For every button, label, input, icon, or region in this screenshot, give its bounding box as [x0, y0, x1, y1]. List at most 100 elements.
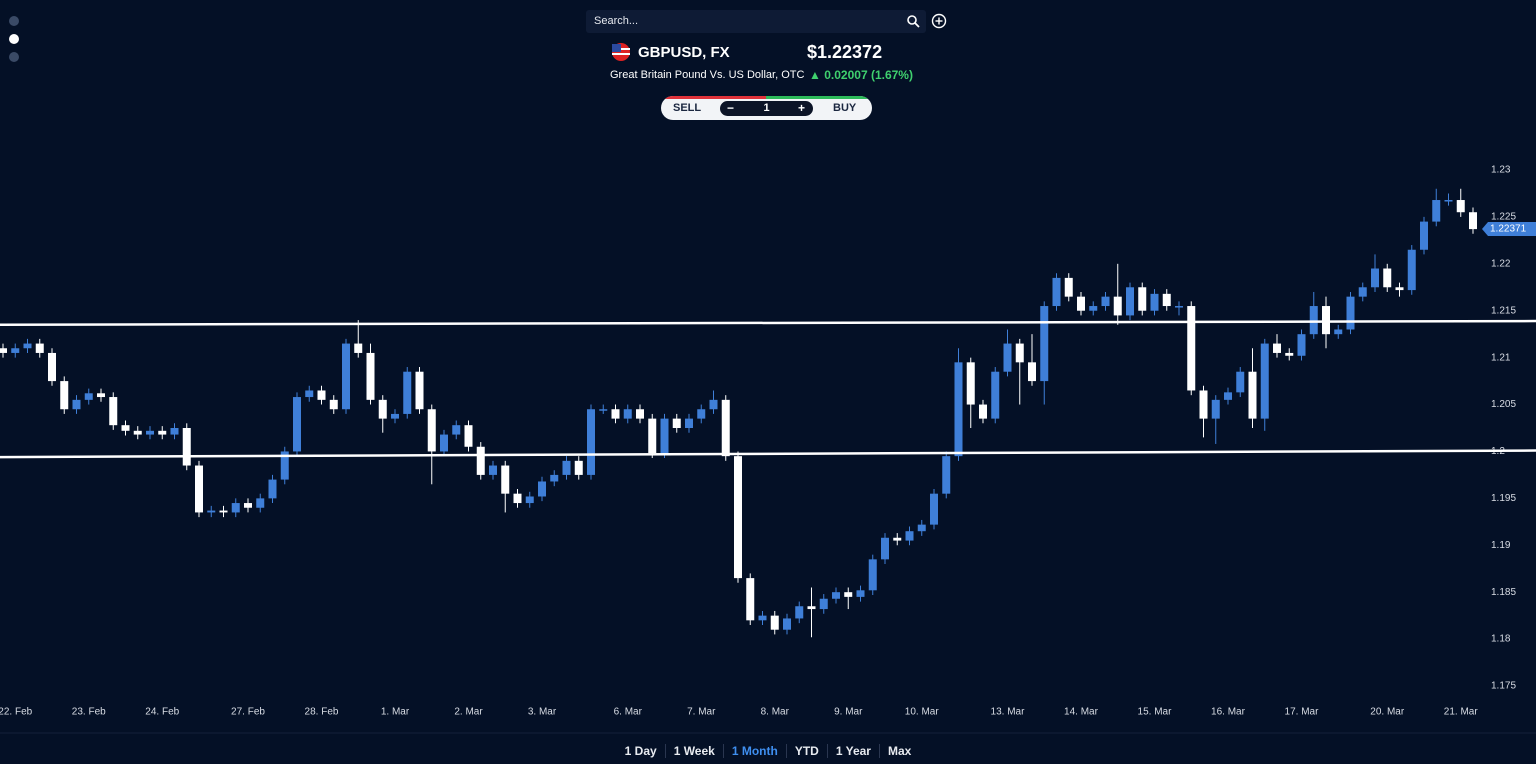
change: ▲ 0.02007 (1.67%) — [809, 68, 913, 82]
candle-body — [734, 456, 742, 579]
candle-body — [1150, 293, 1159, 311]
plot: 1.231.2251.221.2151.211.2051.21.1951.191… — [0, 165, 1536, 718]
candle-body — [868, 559, 877, 591]
candle-body — [1371, 268, 1379, 288]
candle-body — [146, 430, 154, 435]
instrument-name: Great Britain Pound Vs. US Dollar, OTC — [610, 69, 805, 81]
candle-body — [525, 496, 534, 504]
candle-body — [440, 434, 448, 452]
y-tick-label: 1.22 — [1491, 258, 1511, 269]
candle-body — [329, 399, 338, 410]
search-icon[interactable] — [907, 15, 917, 25]
candle-body — [1015, 343, 1024, 363]
search-icons — [907, 13, 947, 29]
range-button[interactable]: 1 Month — [722, 744, 786, 758]
candle-body — [807, 606, 816, 610]
x-tick-label: 13. Mar — [991, 707, 1026, 718]
candle-body — [1285, 352, 1294, 356]
candle-body — [905, 531, 914, 541]
decrease-button[interactable]: − — [727, 101, 735, 115]
price-tag — [1482, 222, 1536, 237]
range-button[interactable]: 1 Week — [664, 744, 723, 758]
x-tick-label: 7. Mar — [687, 707, 716, 718]
candle-body — [452, 425, 461, 435]
y-tick-label: 1.18 — [1491, 634, 1511, 645]
candle-body — [550, 474, 559, 482]
candle-body — [1040, 306, 1049, 382]
candle-body — [758, 615, 767, 621]
x-tick-label: 15. Mar — [1138, 707, 1173, 718]
candle-body — [158, 430, 167, 435]
x-tick-label: 24. Feb — [145, 707, 179, 718]
candle-body — [893, 537, 902, 541]
x-tick-label: 6. Mar — [614, 707, 643, 718]
candle-body — [97, 393, 105, 398]
x-tick-label: 22. Feb — [0, 707, 33, 718]
add-icon[interactable] — [931, 13, 947, 29]
range-button[interactable]: YTD — [785, 744, 827, 758]
y-tick-label: 1.225 — [1491, 212, 1516, 223]
x-tick-label: 23. Feb — [72, 707, 106, 718]
up-arrow: ▲ — [809, 68, 821, 82]
y-tick-label: 1.195 — [1491, 493, 1516, 504]
tool-icon[interactable] — [9, 16, 19, 26]
candle-body — [1395, 287, 1404, 291]
tool-icon[interactable] — [9, 34, 19, 44]
x-tick-label: 27. Feb — [231, 707, 265, 718]
x-tick-label: 10. Mar — [905, 707, 940, 718]
candle-body — [1052, 277, 1061, 307]
x-tick-label: 3. Mar — [528, 707, 557, 718]
candle-body — [1260, 343, 1269, 419]
candle-body — [1175, 306, 1183, 308]
candle-body — [1028, 362, 1036, 382]
candle-body — [489, 465, 497, 475]
candle-body — [317, 390, 326, 400]
candle-body — [48, 352, 56, 382]
candle-body — [391, 413, 399, 419]
quantity[interactable]: 1 — [763, 102, 770, 114]
x-tick-label: 1. Mar — [381, 707, 410, 718]
candle-body — [60, 381, 69, 410]
y-tick-label: 1.215 — [1491, 305, 1516, 316]
candle-body — [305, 390, 314, 398]
increase-button[interactable]: + — [798, 101, 806, 115]
horizontal-line — [0, 319, 1536, 327]
candle-body — [819, 598, 828, 610]
candle-body — [513, 493, 522, 504]
search-box[interactable]: Search... — [586, 10, 926, 33]
x-tick-label: 28. Feb — [305, 707, 339, 718]
sell-button[interactable]: SELL — [673, 102, 702, 114]
symbol: GBPUSD, FX — [638, 44, 730, 61]
buy-bar — [766, 96, 872, 99]
candle-body — [256, 498, 265, 508]
y-tick-label: 1.23 — [1491, 165, 1511, 176]
range-button[interactable]: 1 Day — [624, 744, 657, 758]
candle-body — [881, 537, 889, 560]
buy-button[interactable]: BUY — [833, 102, 857, 114]
candle-body — [182, 428, 191, 466]
candle-body — [1469, 212, 1477, 230]
candle-body — [121, 425, 130, 431]
candle-body — [562, 460, 571, 475]
candle-body — [1113, 296, 1122, 316]
candle-body — [660, 418, 669, 454]
tool-icon[interactable] — [9, 52, 19, 62]
x-tick-label: 2. Mar — [454, 707, 483, 718]
candle-body — [476, 446, 485, 475]
candle-body — [1444, 200, 1453, 202]
candle-body — [354, 343, 363, 353]
candle-body — [268, 479, 277, 499]
candle-body — [1297, 334, 1306, 356]
candle-body — [11, 348, 20, 353]
candle-body — [599, 409, 608, 411]
y-tick-label: 1.19 — [1491, 540, 1511, 551]
candle-body — [1101, 296, 1110, 307]
range-button[interactable]: Max — [878, 744, 919, 758]
candle-body — [207, 510, 216, 513]
candle-body — [1126, 287, 1134, 316]
x-tick-label: 8. Mar — [761, 707, 790, 718]
range-button[interactable]: 1 Year — [826, 744, 879, 758]
candle-body — [991, 371, 1000, 419]
candle-body — [0, 348, 7, 353]
